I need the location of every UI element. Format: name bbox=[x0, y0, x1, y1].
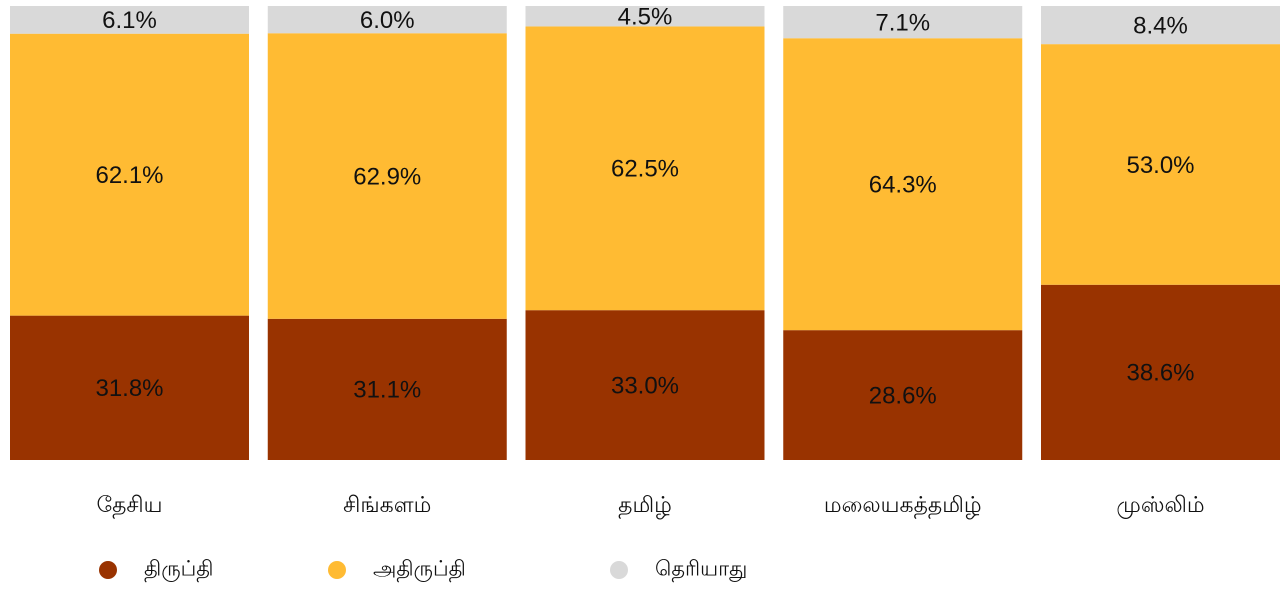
legend-swatch bbox=[99, 561, 117, 579]
value-label: 62.5% bbox=[611, 156, 679, 183]
bar-segment bbox=[525, 26, 765, 311]
value-label: 64.3% bbox=[869, 172, 937, 199]
value-label: 33.0% bbox=[611, 372, 679, 399]
value-label: 38.6% bbox=[1126, 360, 1194, 387]
category-label: சிங்களம் bbox=[343, 492, 431, 517]
legend-label: அதிருப்தி bbox=[373, 558, 466, 583]
legend-swatch bbox=[328, 561, 346, 579]
value-label: 62.9% bbox=[353, 163, 421, 190]
legend-swatch bbox=[610, 561, 628, 579]
value-label: 28.6% bbox=[869, 382, 937, 409]
value-label: 7.1% bbox=[875, 9, 930, 36]
value-label: 6.1% bbox=[102, 7, 157, 34]
bar-segment bbox=[10, 6, 249, 34]
value-label: 62.1% bbox=[95, 162, 163, 189]
legend-label: திருப்தி bbox=[144, 558, 214, 583]
bar-segment bbox=[783, 38, 1023, 331]
category-label: தேசிய bbox=[96, 492, 162, 519]
value-label: 4.5% bbox=[618, 4, 673, 31]
bar-segment bbox=[267, 6, 507, 34]
bar-segment bbox=[1041, 284, 1280, 460]
bar-segment bbox=[10, 315, 249, 460]
category-label: முஸ்லிம் bbox=[1116, 492, 1204, 519]
value-label: 31.8% bbox=[95, 375, 163, 402]
category-label: மலையகத்தமிழ் bbox=[824, 492, 982, 519]
bar-segment bbox=[10, 33, 249, 316]
bar-segment bbox=[1041, 44, 1280, 285]
value-label: 31.1% bbox=[353, 377, 421, 404]
bar-segment bbox=[525, 6, 765, 27]
value-label: 6.0% bbox=[360, 7, 415, 34]
value-label: 8.4% bbox=[1133, 12, 1188, 39]
bar-segment bbox=[783, 330, 1023, 460]
category-label: தமிழ் bbox=[618, 492, 672, 519]
value-label: 53.0% bbox=[1126, 152, 1194, 179]
bar-segment bbox=[267, 33, 507, 319]
bar-segment bbox=[267, 318, 507, 460]
bar-segment bbox=[525, 310, 765, 460]
bar-segment bbox=[1041, 6, 1280, 45]
bar-segment bbox=[783, 6, 1023, 39]
legend-label: தெரியாது bbox=[655, 558, 747, 583]
